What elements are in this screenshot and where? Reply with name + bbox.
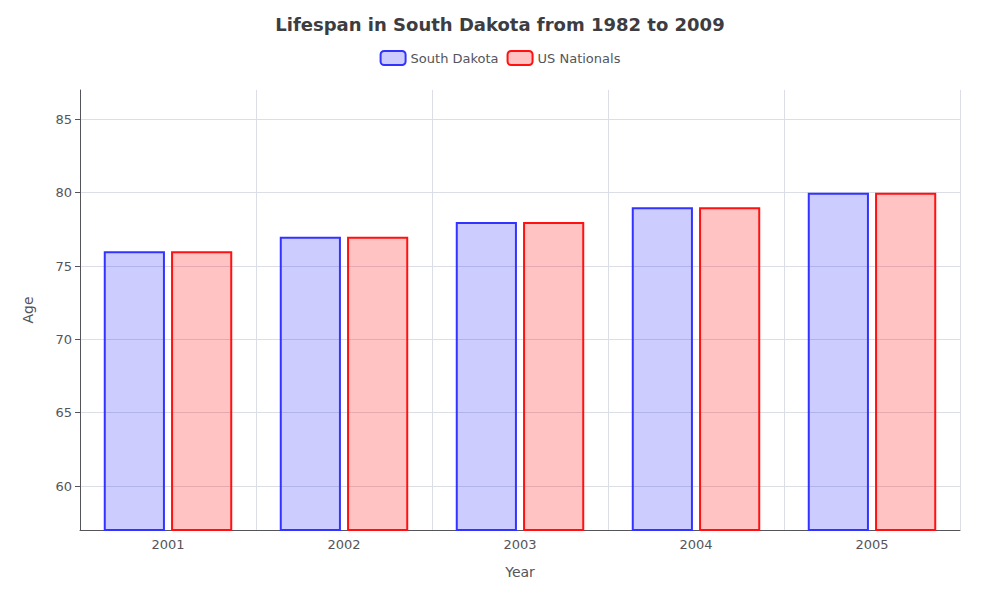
- svg-text:60: 60: [55, 479, 72, 494]
- svg-text:70: 70: [55, 332, 72, 347]
- svg-text:2005: 2005: [855, 537, 888, 552]
- svg-text:US Nationals: US Nationals: [538, 51, 621, 66]
- svg-text:2001: 2001: [151, 537, 184, 552]
- svg-text:2002: 2002: [327, 537, 360, 552]
- svg-text:2003: 2003: [503, 537, 536, 552]
- svg-text:65: 65: [55, 405, 72, 420]
- svg-text:80: 80: [55, 185, 72, 200]
- svg-text:Age: Age: [20, 296, 36, 323]
- svg-text:Lifespan in South Dakota from: Lifespan in South Dakota from 1982 to 20…: [275, 14, 724, 35]
- svg-text:South Dakota: South Dakota: [411, 51, 499, 66]
- svg-text:Year: Year: [504, 564, 535, 580]
- svg-text:75: 75: [55, 259, 72, 274]
- svg-text:2004: 2004: [679, 537, 712, 552]
- svg-text:85: 85: [55, 112, 72, 127]
